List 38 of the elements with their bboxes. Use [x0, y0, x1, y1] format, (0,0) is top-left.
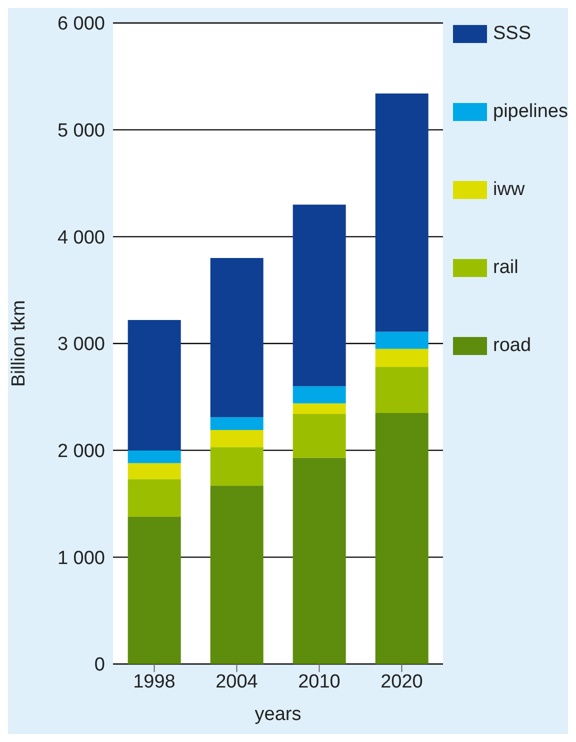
bar	[292, 204, 346, 386]
bar	[128, 450, 181, 464]
x-tick-label: 2010	[298, 671, 340, 692]
bar	[128, 320, 181, 450]
bar	[210, 417, 264, 430]
bar	[292, 386, 346, 404]
y-tick-label: 0	[94, 654, 105, 676]
y-tick-label: 4 000	[57, 227, 105, 248]
bar	[210, 258, 264, 418]
bar	[292, 414, 346, 458]
x-tick-label: 1998	[133, 671, 176, 692]
bar	[375, 367, 428, 413]
x-axis-title: years	[254, 704, 302, 725]
y-tick-label: 5 000	[57, 120, 105, 142]
bar	[128, 479, 181, 517]
legend-label: iww	[493, 179, 525, 201]
y-axis-title: Billion tkm	[8, 300, 30, 387]
bar	[375, 332, 428, 349]
y-tick-label: 6 000	[57, 14, 105, 35]
bar	[292, 458, 346, 664]
legend-label: rail	[493, 257, 518, 279]
legend-label: SSS	[493, 23, 532, 45]
bar	[128, 463, 181, 480]
y-tick-label: 1 000	[57, 548, 105, 569]
y-tick-label: 3 000	[57, 334, 105, 356]
bar	[210, 486, 264, 664]
bar	[292, 403, 346, 414]
legend-label: road	[493, 335, 532, 357]
legend-label: pipelines	[493, 101, 568, 123]
bar	[210, 430, 264, 448]
bar	[128, 516, 181, 664]
x-tick-label: 2020	[380, 671, 423, 692]
bar	[375, 348, 428, 368]
x-tick-label: 2004	[216, 671, 258, 692]
y-tick-label: 2 000	[57, 441, 105, 462]
bar	[375, 412, 428, 664]
bar	[210, 447, 264, 486]
bar	[375, 94, 428, 332]
